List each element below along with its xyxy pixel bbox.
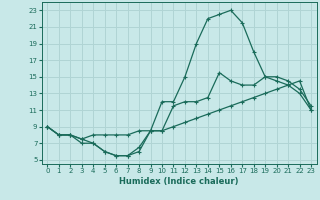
X-axis label: Humidex (Indice chaleur): Humidex (Indice chaleur) — [119, 177, 239, 186]
